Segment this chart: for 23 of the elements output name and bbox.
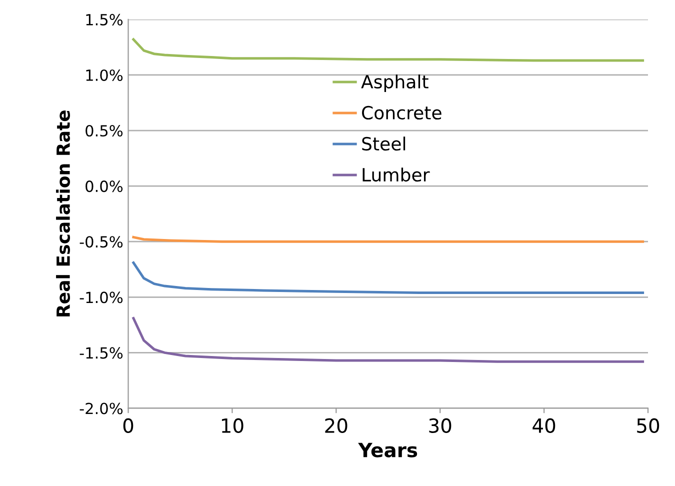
y-tick-label: -1.0% xyxy=(80,292,123,304)
legend-label: Steel xyxy=(362,136,406,151)
y-axis-title: Real Escalation Rate xyxy=(56,110,70,316)
y-tick-label: 1.5% xyxy=(86,14,123,26)
y-tick-label: 0.0% xyxy=(86,180,123,192)
x-tick-label: 10 xyxy=(222,418,244,434)
x-tick-label: 0 xyxy=(123,418,134,434)
line-series xyxy=(132,38,644,62)
legend-label: Asphalt xyxy=(361,74,428,92)
x-tick-label: 30 xyxy=(429,418,452,434)
x-tick-label: 20 xyxy=(325,418,348,434)
y-tick-label: -2.0% xyxy=(80,402,123,414)
legend-label: Lumber xyxy=(362,168,430,182)
line-series xyxy=(132,261,644,294)
x-tick-label: 40 xyxy=(532,418,556,434)
line-series xyxy=(132,317,644,363)
x-tick-label: 50 xyxy=(637,418,660,434)
y-tick-label: -1.5% xyxy=(80,347,123,359)
y-tick-label: 0.5% xyxy=(86,124,123,137)
x-axis-title: Years xyxy=(358,442,418,458)
y-tick-label: -0.5% xyxy=(80,236,123,248)
y-tick-label: 1.0% xyxy=(86,69,123,82)
legend-label: Concrete xyxy=(362,106,442,120)
